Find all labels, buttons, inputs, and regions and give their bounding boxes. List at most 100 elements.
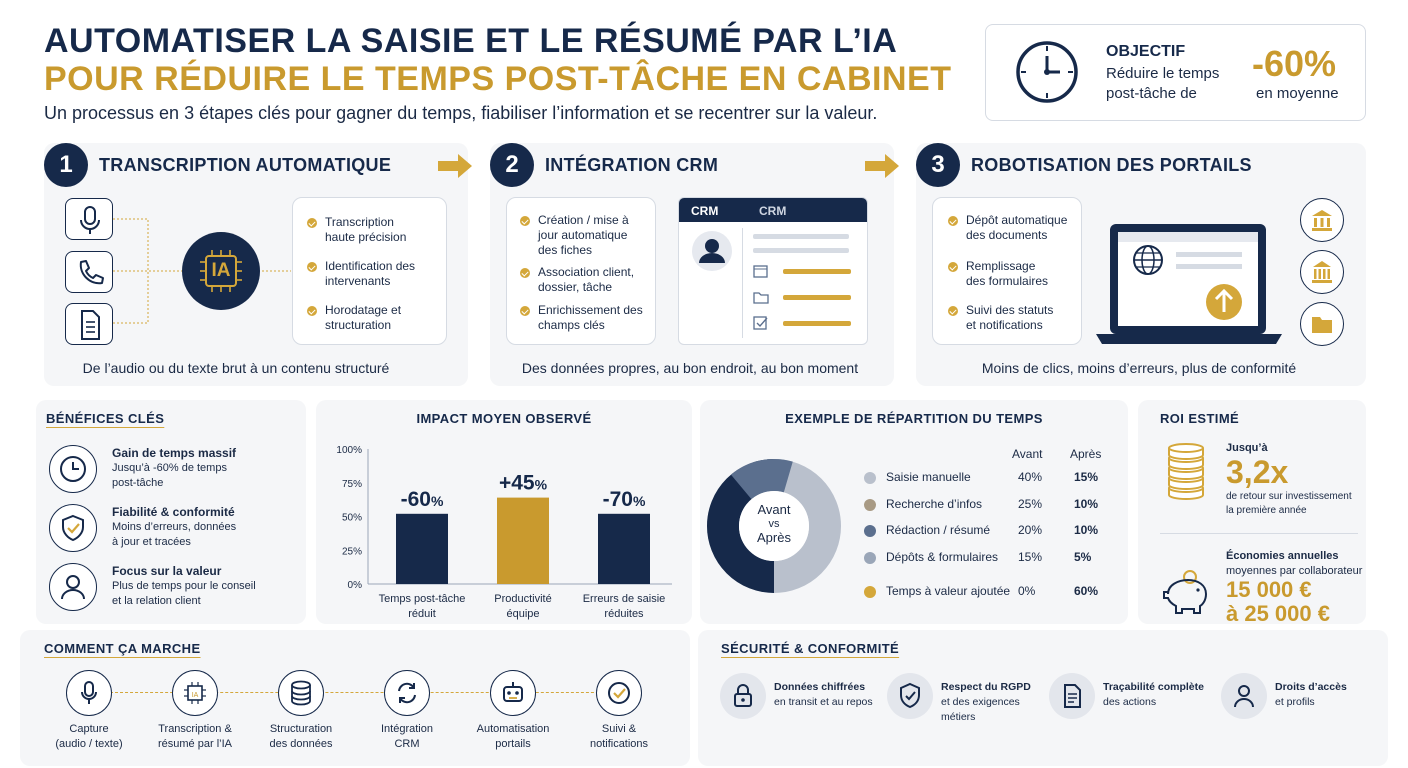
- objective-value-caption: en moyenne: [1256, 85, 1339, 102]
- ai-chip-icon: [200, 250, 242, 292]
- security-item-1-badge: [720, 673, 766, 719]
- repartition-row-after: 15%: [1074, 470, 1099, 484]
- person-icon: [61, 575, 85, 600]
- repartition-col-before: Avant: [1012, 447, 1043, 461]
- step-2-bullet-2: Association client, dossier, tâche: [520, 265, 634, 295]
- portal-government-badge[interactable]: [1300, 250, 1344, 294]
- how-step-2: IA: [172, 670, 218, 716]
- step-1-bullet-2: Identification des intervenants: [307, 259, 415, 289]
- how-step-4: [384, 670, 430, 716]
- security-item-2-badge: [887, 673, 933, 719]
- svg-text:IA: IA: [192, 692, 199, 699]
- repartition-row-label: Recherche d’infos: [886, 496, 983, 511]
- security-item-3-text: Traçabilité complète des actions: [1103, 681, 1204, 708]
- calendar-icon: [753, 265, 768, 278]
- how-step-label: Structuration des données: [269, 723, 333, 750]
- clock-icon: [60, 456, 86, 482]
- step-1-caption: De l’audio ou du texte brut à un contenu…: [82, 360, 390, 376]
- y-tick-label: 100%: [336, 445, 362, 456]
- lock-icon: [734, 684, 752, 707]
- roi-pre: Jusqu’à: [1226, 442, 1268, 454]
- step-1-bullet-3: Horodatage et structuration: [307, 303, 401, 333]
- step-1-title: TRANSCRIPTION AUTOMATIQUE: [99, 155, 392, 175]
- how-panel: [20, 630, 690, 766]
- microphone-icon: [81, 681, 97, 704]
- repartition-row-label: Rédaction / résumé: [886, 523, 991, 537]
- category-label: équipe: [506, 608, 539, 620]
- step-3-bullet-1: Dépôt automatique des documents: [948, 213, 1067, 243]
- repartition-row-label: Saisie manuelle: [886, 470, 971, 484]
- how-step-3: [278, 670, 324, 716]
- repartition-col-after: Après: [1070, 447, 1102, 461]
- benefit-2-badge: [49, 504, 97, 552]
- security-item-3-badge: [1049, 673, 1095, 719]
- step-1-bullet-1: Transcription haute précision: [307, 215, 406, 245]
- portal-folder-badge[interactable]: [1300, 302, 1344, 346]
- government-building-icon: [1312, 261, 1332, 283]
- how-step-1: [66, 670, 112, 716]
- step-3-bullet-2: Remplissage des formulaires: [948, 259, 1048, 289]
- robot-icon: [503, 682, 523, 702]
- document-icon: [81, 310, 100, 340]
- portal-institution-badge[interactable]: [1300, 198, 1344, 242]
- objective-text-2: post-tâche de: [1106, 85, 1197, 102]
- document-tile: [65, 303, 113, 345]
- legend-dot: [864, 586, 876, 598]
- security-panel: [698, 630, 1388, 766]
- phone-tile: [65, 251, 113, 293]
- repartition-value-row-after: 60%: [1074, 584, 1099, 598]
- microphone-icon: [80, 206, 100, 234]
- roi-panel: [1138, 400, 1366, 624]
- objective-value: -60%: [1252, 43, 1337, 84]
- repartition-row-after: 10%: [1074, 496, 1099, 511]
- roi-value: 3,2x: [1226, 454, 1289, 490]
- roi-title: ROI ESTIMÉ: [1160, 411, 1240, 426]
- coin-stack-icon: [1168, 443, 1204, 500]
- benefit-1-title: Gain de temps massif: [112, 446, 237, 460]
- security-item-4-badge: [1221, 673, 1267, 719]
- page-subtitle: Un processus en 3 étapes clés pour gagne…: [44, 103, 878, 123]
- bar-value-label: -60%: [401, 488, 444, 511]
- bar: [598, 513, 650, 584]
- step-2-caption: Des données propres, au bon endroit, au …: [521, 360, 859, 376]
- how-step-label: Intégration CRM: [381, 723, 433, 750]
- ai-chip-label: IA: [211, 260, 231, 281]
- document-icon: [1064, 684, 1081, 708]
- y-tick-label: 25%: [342, 546, 362, 557]
- sync-icon: [398, 682, 416, 704]
- how-step-5: [490, 670, 536, 716]
- objective-label: OBJECTIF: [1106, 43, 1186, 60]
- database-icon: [291, 680, 311, 706]
- legend-dot: [864, 472, 876, 484]
- donut-center-label: Avant vs Après: [757, 502, 791, 545]
- bank-icon: [1312, 210, 1332, 231]
- how-step-label: Capture (audio / texte): [55, 723, 123, 750]
- bar-value-label: +45%: [499, 472, 548, 495]
- roi-savings-label: Économies annuelles moyennes par collabor…: [1226, 550, 1363, 577]
- bar: [497, 497, 549, 584]
- crm-tab-2: CRM: [759, 204, 787, 218]
- benefits-title: BÉNÉFICES CLÉS: [46, 411, 165, 426]
- repartition-row-after: 10%: [1074, 523, 1099, 537]
- repartition-value-row-before: 0%: [1018, 584, 1036, 598]
- folder-icon: [1312, 317, 1332, 333]
- security-item-1-text: Données chiffrées en transit et au repos: [774, 681, 873, 708]
- folder-icon: [753, 292, 769, 304]
- benefit-2-text: Fiabilité & conformité Moins d’erreurs, …: [112, 505, 237, 548]
- arrow-right-icon: [438, 154, 472, 178]
- bar-value-label: -70%: [603, 488, 646, 511]
- microphone-tile: [65, 198, 113, 240]
- clock-icon: [1016, 41, 1078, 103]
- step-3-bullet-3: Suivi des statuts et notifications: [948, 303, 1053, 333]
- impact-title: IMPACT MOYEN OBSERVÉ: [416, 411, 592, 426]
- ai-chip-icon: IA: [184, 682, 206, 704]
- how-step-label: Automatisation portails: [476, 723, 550, 750]
- how-step-6: [596, 670, 642, 716]
- benefit-2-title: Fiabilité & conformité: [112, 505, 235, 519]
- legend-dot: [864, 498, 876, 511]
- repartition-row-before: 25%: [1018, 496, 1043, 511]
- objective-box: OBJECTIF Réduire le temps post-tâche de …: [985, 24, 1366, 121]
- step-2-bullet-3: Enrichissement des champs clés: [520, 303, 643, 333]
- repartition-row-before: 15%: [1018, 549, 1043, 564]
- repartition-row-after: 5%: [1074, 549, 1092, 564]
